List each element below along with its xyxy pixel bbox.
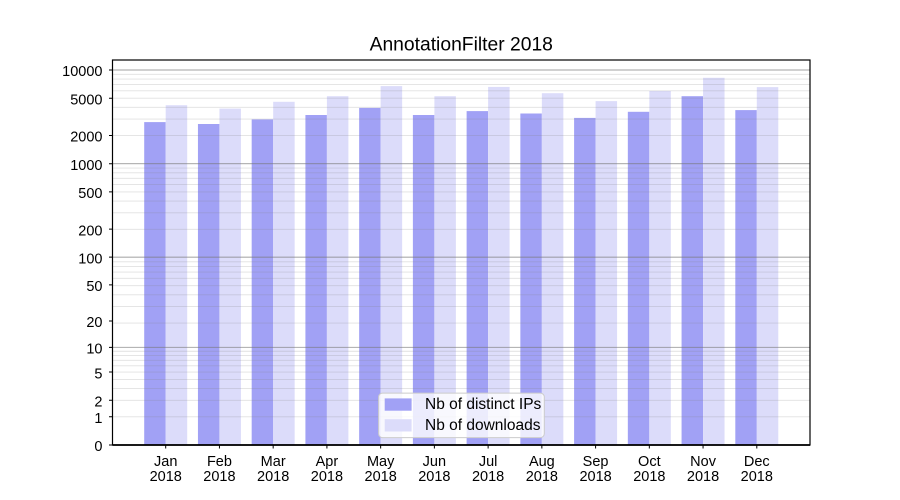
svg-text:Jul: Jul xyxy=(479,454,498,470)
svg-text:2018: 2018 xyxy=(472,469,504,485)
svg-text:2018: 2018 xyxy=(418,469,450,485)
svg-text:2018: 2018 xyxy=(633,469,665,485)
svg-text:2018: 2018 xyxy=(257,469,289,485)
svg-text:50: 50 xyxy=(86,279,102,295)
svg-text:Nb of downloads: Nb of downloads xyxy=(425,417,541,434)
svg-text:Nov: Nov xyxy=(690,454,717,470)
svg-text:10: 10 xyxy=(86,342,102,358)
svg-text:Sep: Sep xyxy=(583,454,609,470)
svg-text:May: May xyxy=(367,454,395,470)
svg-text:Jun: Jun xyxy=(423,454,446,470)
svg-text:2018: 2018 xyxy=(203,469,235,485)
svg-text:5000: 5000 xyxy=(70,92,102,108)
svg-text:2018: 2018 xyxy=(150,469,182,485)
svg-text:Aug: Aug xyxy=(529,454,555,470)
svg-text:Mar: Mar xyxy=(261,454,286,470)
svg-text:Jan: Jan xyxy=(154,454,177,470)
svg-text:200: 200 xyxy=(78,223,102,239)
svg-text:2: 2 xyxy=(94,394,102,410)
svg-text:2018: 2018 xyxy=(526,469,558,485)
svg-text:2018: 2018 xyxy=(579,469,611,485)
svg-text:Dec: Dec xyxy=(744,454,770,470)
svg-text:Feb: Feb xyxy=(207,454,232,470)
svg-text:2018: 2018 xyxy=(365,469,397,485)
svg-text:Nb of distinct IPs: Nb of distinct IPs xyxy=(425,396,542,413)
svg-text:500: 500 xyxy=(78,186,102,202)
svg-text:5: 5 xyxy=(94,366,102,382)
svg-text:2018: 2018 xyxy=(687,469,719,485)
svg-text:2000: 2000 xyxy=(70,130,102,146)
svg-text:10000: 10000 xyxy=(62,64,102,80)
svg-text:Apr: Apr xyxy=(316,454,339,470)
svg-text:1000: 1000 xyxy=(70,158,102,174)
svg-text:100: 100 xyxy=(78,251,102,267)
svg-text:2018: 2018 xyxy=(311,469,343,485)
svg-text:20: 20 xyxy=(86,315,102,331)
svg-text:AnnotationFilter 2018: AnnotationFilter 2018 xyxy=(370,35,553,56)
svg-text:2018: 2018 xyxy=(741,469,773,485)
svg-text:1: 1 xyxy=(94,411,102,427)
svg-text:0: 0 xyxy=(94,439,102,455)
svg-text:Oct: Oct xyxy=(638,454,661,470)
